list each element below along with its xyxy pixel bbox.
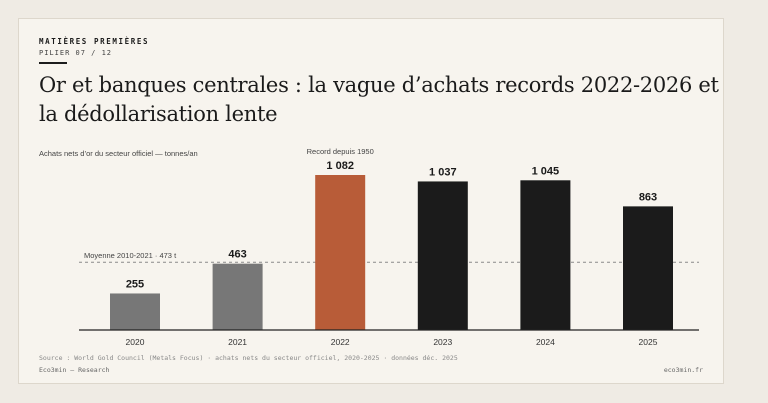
bar-value-label-2020: 255	[126, 278, 144, 290]
chart-unit-label: Achats nets d’or du secteur officiel — t…	[39, 149, 198, 158]
bar-2025	[623, 206, 673, 330]
bar-value-label-2023: 1 037	[429, 166, 457, 178]
page-title: Or et banques centrales : la vague d’ach…	[39, 73, 719, 126]
x-tick-label-2021: 2021	[228, 337, 247, 347]
x-tick-label-2023: 2023	[433, 337, 452, 347]
bar-value-label-2021: 463	[228, 249, 246, 261]
bar-2024	[520, 180, 571, 330]
x-tick-label-2025: 2025	[639, 337, 658, 347]
chart-card: MATIÈRES PREMIÈRES PILIER 07 / 12 Or et …	[18, 18, 724, 384]
bar-2022	[315, 175, 366, 330]
site-label: eco3min.fr	[663, 366, 703, 374]
bar-value-label-2024: 1 045	[532, 165, 560, 177]
x-tick-label-2022: 2022	[331, 337, 350, 347]
brand-label: Eco3min — Research	[39, 366, 110, 374]
bar-2021	[212, 263, 263, 330]
section-kicker: MATIÈRES PREMIÈRES	[39, 37, 150, 46]
bar-value-label-2025: 863	[639, 191, 657, 203]
bar-2020	[110, 293, 160, 330]
average-reference-label: Moyenne 2010-2021 · 473 t	[84, 251, 177, 260]
bar-2023	[417, 181, 468, 330]
pillar-label: PILIER 07 / 12	[39, 49, 113, 57]
record-annotation: Record depuis 1950	[307, 147, 374, 156]
bar-value-label-2022: 1 082	[326, 160, 354, 172]
bar-chart: 255 2020 463 2021 1 082 2022 1 037 2023 1 045 202…	[79, 147, 699, 347]
x-tick-label-2020: 2020	[126, 337, 145, 347]
title-rule	[39, 62, 67, 64]
source-note: Source : World Gold Council (Metals Focu…	[39, 354, 458, 362]
x-tick-label-2024: 2024	[536, 337, 555, 347]
